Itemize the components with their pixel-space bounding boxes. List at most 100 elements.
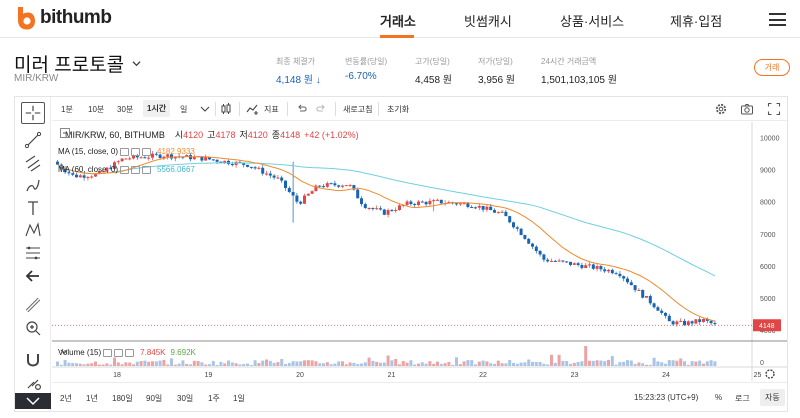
text-tool-icon[interactable] xyxy=(24,199,42,217)
volume-bar xyxy=(94,361,97,366)
lock-drawing-icon[interactable] xyxy=(24,373,42,391)
pattern-tool-icon[interactable] xyxy=(24,221,42,239)
candle xyxy=(223,160,227,163)
candle xyxy=(664,312,667,316)
volume-bar xyxy=(344,364,348,366)
bithumb-logo[interactable]: bithumb xyxy=(14,6,112,30)
brush-tool-icon[interactable] xyxy=(24,176,42,194)
nav-partnership[interactable]: 제휴·입점 xyxy=(670,14,723,29)
trade-button[interactable]: 거래 xyxy=(754,59,790,76)
candle xyxy=(135,155,139,158)
volume-bar xyxy=(337,361,341,366)
chevron-down-icon[interactable] xyxy=(198,102,212,116)
candle xyxy=(303,195,306,204)
refresh-button[interactable]: 새로고침 xyxy=(343,105,373,114)
volume-bar xyxy=(310,360,314,366)
candle xyxy=(333,183,337,186)
fullscreen-icon[interactable] xyxy=(767,102,781,116)
volume-bar xyxy=(675,360,679,366)
volume-bar xyxy=(185,363,189,366)
log-toggle[interactable]: 로그 xyxy=(735,394,750,403)
candle xyxy=(584,265,588,269)
range-2y[interactable]: 2년 xyxy=(60,394,72,403)
candle-type-icon[interactable] xyxy=(219,102,233,116)
nav-products-services[interactable]: 상품·서비스 xyxy=(560,14,625,29)
range-1w[interactable]: 1주 xyxy=(208,394,220,403)
settings-small-icon[interactable] xyxy=(131,147,141,156)
percent-toggle[interactable]: % xyxy=(715,393,723,402)
trend-line-tool-icon[interactable] xyxy=(24,131,42,149)
reset-button[interactable]: 초기화 xyxy=(387,105,410,114)
indicator-icon[interactable] xyxy=(246,102,260,116)
volume-bar xyxy=(557,354,561,366)
parallel-lines-tool-icon[interactable] xyxy=(24,154,42,172)
close-small-icon[interactable] xyxy=(142,165,152,174)
menu-icon[interactable] xyxy=(769,13,786,26)
candle xyxy=(622,276,626,279)
candle xyxy=(360,198,363,205)
eye-icon[interactable] xyxy=(120,165,130,174)
volume-bar xyxy=(299,361,303,366)
candle xyxy=(447,202,451,204)
volume-bar xyxy=(204,364,208,366)
redo-icon[interactable] xyxy=(314,102,328,116)
candle xyxy=(284,180,287,189)
volume-bar xyxy=(143,360,147,366)
eye-icon[interactable] xyxy=(103,348,113,357)
volume-bar xyxy=(436,361,439,366)
y-tick-label: 7000 xyxy=(760,232,776,239)
close-small-icon[interactable] xyxy=(142,147,152,156)
ruler-tool-icon[interactable] xyxy=(24,296,42,314)
volume-bar xyxy=(466,360,470,366)
ma60-legend[interactable]: MA (60, close, 0) 5566.0667 xyxy=(58,165,195,174)
volume-bar xyxy=(181,360,185,366)
arrow-left-icon[interactable] xyxy=(24,267,42,285)
range-30d[interactable]: 30일 xyxy=(177,394,194,403)
volume-legend[interactable]: Volume (15) 7.845K 9.692K xyxy=(58,348,196,357)
volume-bar xyxy=(679,358,683,366)
top-nav: bithumb 거래소 빗썸캐시 상품·서비스 제휴·입점 xyxy=(0,0,800,38)
candle xyxy=(367,207,371,209)
coin-selector[interactable]: 미러 프로토콜 xyxy=(14,50,141,77)
stat-change-rate: 변동률(당일) -6.70% xyxy=(345,57,388,82)
undo-icon[interactable] xyxy=(295,102,309,116)
volume-bar xyxy=(409,360,413,366)
interval-30m[interactable]: 30분 xyxy=(117,105,134,114)
close-small-icon[interactable] xyxy=(125,348,135,357)
interval-day[interactable]: 일 xyxy=(180,105,188,114)
settings-small-icon[interactable] xyxy=(131,165,141,174)
ma15-legend[interactable]: MA (15, close, 0) 4182.9333 xyxy=(58,147,195,156)
magnet-icon[interactable] xyxy=(24,351,42,369)
volume-bar xyxy=(439,363,443,366)
toolbar-scroll-down[interactable] xyxy=(15,393,51,409)
volume-bar xyxy=(527,359,531,366)
range-1d[interactable]: 1일 xyxy=(233,394,245,403)
indicator-button[interactable]: 지표 xyxy=(264,105,279,114)
volume-bar xyxy=(371,360,375,366)
volume-bar xyxy=(90,363,94,366)
candle xyxy=(386,210,390,215)
range-1y[interactable]: 1년 xyxy=(86,394,98,403)
volume-bar xyxy=(291,361,295,366)
volume-bars xyxy=(56,346,717,366)
price-chart[interactable]: 10000 9000 8000 7000 6000 5000 4000 0 18 19 20 21 22… xyxy=(52,122,787,381)
nav-exchange[interactable]: 거래소 xyxy=(380,14,416,29)
auto-toggle[interactable]: 자동 xyxy=(760,389,785,406)
collapse-icon[interactable] xyxy=(60,128,70,138)
interval-1m[interactable]: 1분 xyxy=(61,105,73,114)
range-180d[interactable]: 180일 xyxy=(112,394,133,403)
range-90d[interactable]: 90일 xyxy=(146,394,163,403)
zoom-in-icon[interactable] xyxy=(24,319,42,337)
crosshair-tool-icon[interactable] xyxy=(21,102,45,124)
camera-icon[interactable] xyxy=(740,102,754,116)
fib-tool-icon[interactable] xyxy=(24,244,42,262)
interval-10m[interactable]: 10분 xyxy=(88,105,105,114)
axes: 10000 9000 8000 7000 6000 5000 4000 0 18 19 20 21 22… xyxy=(113,136,781,379)
gear-icon[interactable] xyxy=(714,102,728,116)
candle xyxy=(166,154,170,157)
interval-1h[interactable]: 1시간 xyxy=(143,100,171,117)
candle xyxy=(257,167,261,169)
settings-small-icon[interactable] xyxy=(114,348,124,357)
eye-icon[interactable] xyxy=(120,147,130,156)
nav-bithumb-cash[interactable]: 빗썸캐시 xyxy=(464,14,512,29)
